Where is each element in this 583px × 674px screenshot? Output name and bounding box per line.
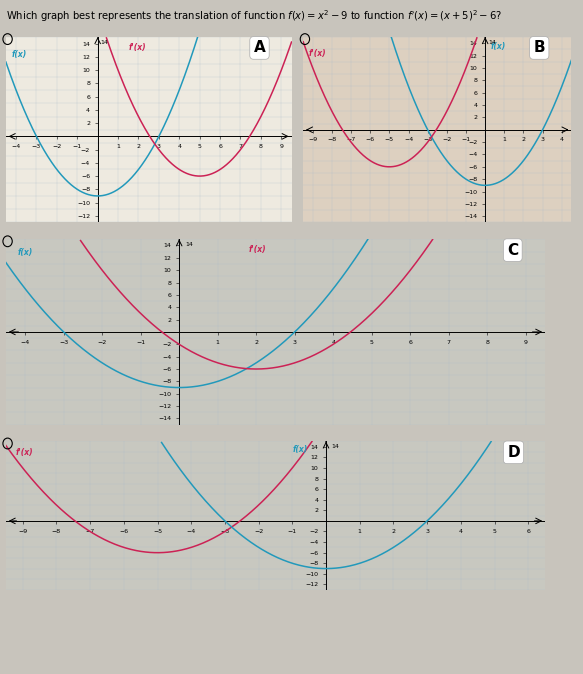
- Text: f(x): f(x): [12, 50, 27, 59]
- Text: Which graph best represents the translation of function $f(x) = x^2 - 9$ to func: Which graph best represents the translat…: [6, 8, 502, 24]
- Text: B: B: [533, 40, 545, 55]
- Text: C: C: [507, 243, 518, 257]
- Text: f'(x): f'(x): [248, 245, 266, 253]
- Text: 14: 14: [185, 242, 193, 247]
- Text: f'(x): f'(x): [128, 43, 146, 53]
- Text: 14: 14: [488, 40, 496, 45]
- Text: f(x): f(x): [292, 445, 308, 454]
- Text: A: A: [254, 40, 265, 55]
- Text: f'(x): f'(x): [16, 448, 34, 457]
- Text: 14: 14: [101, 40, 108, 45]
- Text: 14: 14: [331, 444, 339, 449]
- Text: f'(x): f'(x): [309, 49, 326, 57]
- Text: f(x): f(x): [17, 248, 33, 257]
- Text: f(x): f(x): [491, 42, 506, 51]
- Text: D: D: [507, 445, 520, 460]
